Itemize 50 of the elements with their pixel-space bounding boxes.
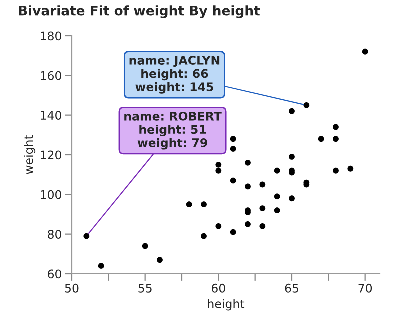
point [274, 194, 280, 200]
point [230, 229, 236, 236]
point [186, 202, 192, 208]
point [289, 154, 295, 160]
point [230, 146, 236, 152]
y-tick-label: 180 [41, 32, 62, 41]
point [333, 124, 339, 130]
point [245, 184, 251, 190]
point [216, 168, 222, 174]
x-tick-label: 60 [212, 284, 226, 293]
point [289, 196, 295, 202]
chart-title: Bivariate Fit of weight By height [19, 6, 260, 18]
point [333, 168, 339, 174]
point [333, 136, 339, 142]
point [245, 221, 251, 228]
point [274, 168, 280, 174]
y-axis-title: weight [24, 135, 36, 174]
y-tick-label: 60 [48, 270, 62, 279]
x-tick-label: 55 [138, 284, 152, 293]
point [201, 202, 207, 208]
y-tick-label: 140 [41, 111, 62, 120]
point [84, 233, 90, 240]
x-tick-label: 50 [65, 284, 79, 293]
y-tick-label: 120 [41, 150, 62, 160]
x-axis-title: height [208, 299, 245, 311]
y-tick-label: 100 [41, 190, 62, 200]
point [216, 162, 222, 168]
point [157, 257, 163, 264]
point [201, 233, 207, 240]
x-tick-label: 70 [358, 284, 372, 293]
point [98, 263, 104, 270]
point [318, 136, 324, 142]
point [142, 243, 148, 250]
point [245, 160, 251, 166]
point [362, 48, 368, 55]
y-tick-label: 80 [48, 230, 62, 239]
point [216, 223, 222, 230]
point [348, 166, 354, 172]
x-tick-label: 65 [285, 284, 298, 293]
point [289, 108, 295, 114]
point [230, 178, 236, 184]
point [260, 223, 266, 230]
point [274, 208, 280, 214]
annotation: name: JACLYN height: 66 weight: 145 [130, 56, 220, 94]
point [260, 182, 266, 188]
point [304, 102, 310, 108]
y-tick-label: 160 [41, 71, 62, 80]
point [260, 206, 266, 212]
point [230, 136, 236, 142]
annotation: name: ROBERT height: 51 weight: 79 [124, 112, 222, 150]
